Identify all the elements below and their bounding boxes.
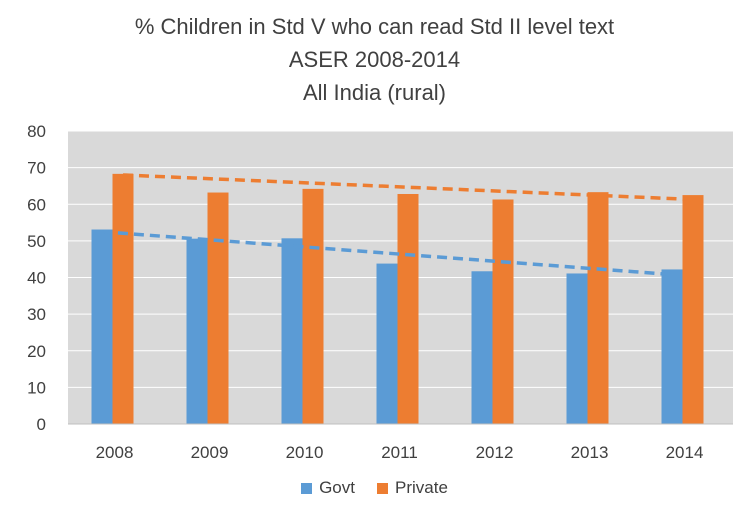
y-tick-label: 50 [27, 232, 46, 251]
y-tick-label: 20 [27, 342, 46, 361]
bar-private-2014 [682, 195, 704, 424]
bar-private-2012 [492, 199, 514, 424]
x-tick-label: 2014 [666, 443, 704, 462]
x-tick-label: 2011 [381, 443, 418, 462]
bar-private-2010 [302, 188, 324, 424]
bar-govt-2011 [376, 263, 398, 424]
chart-title-line-3: All India (rural) [302, 80, 447, 105]
legend-label-private: Private [394, 478, 448, 497]
legend-item-private: Private [376, 478, 448, 498]
legend-swatch-private [376, 482, 388, 494]
legend-label-govt: Govt [319, 478, 355, 497]
bar-private-2008 [112, 173, 134, 424]
y-tick-label: 30 [27, 305, 46, 324]
legend-item-govt: Govt [301, 478, 355, 498]
x-tick-label: 2010 [286, 443, 324, 462]
y-tick-label: 80 [27, 122, 46, 141]
y-tick-label: 60 [27, 195, 46, 214]
chart-title-line-1: % Children in Std V who can read Std II … [134, 14, 615, 39]
y-tick-label: 70 [27, 159, 46, 178]
chart-legend: Govt Private [0, 478, 749, 498]
bar-govt-2012 [471, 271, 493, 424]
bar-private-2011 [397, 193, 419, 424]
x-tick-label: 2012 [476, 443, 514, 462]
bar-govt-2010 [281, 238, 303, 424]
chart-title-line-2: ASER 2008-2014 [288, 47, 461, 72]
x-tick-label: 2008 [96, 443, 134, 462]
bar-private-2013 [587, 192, 609, 424]
bar-govt-2008 [91, 229, 113, 424]
bar-private-2009 [207, 192, 229, 424]
bar-govt-2014 [661, 269, 683, 424]
y-tick-label: 0 [37, 415, 46, 434]
legend-swatch-govt [301, 482, 313, 494]
bar-govt-2009 [186, 238, 208, 424]
y-tick-label: 10 [27, 378, 46, 397]
x-tick-label: 2013 [571, 443, 609, 462]
bar-govt-2013 [566, 273, 588, 424]
x-tick-label: 2009 [191, 443, 229, 462]
y-tick-label: 40 [27, 269, 46, 288]
